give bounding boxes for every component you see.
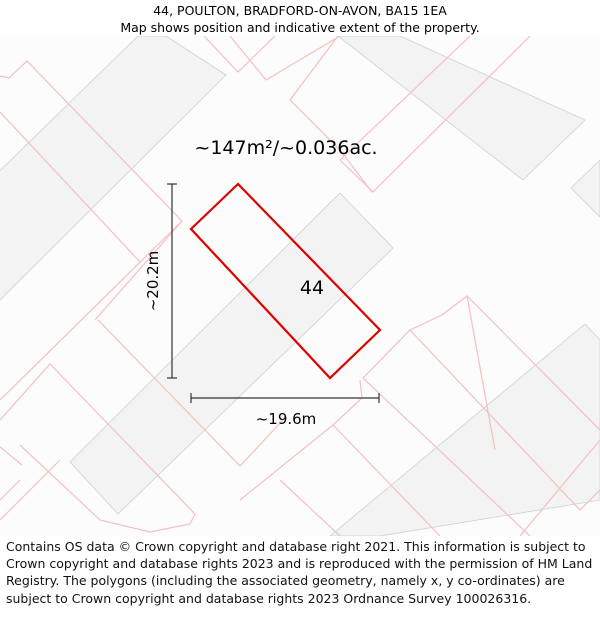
building xyxy=(337,36,586,181)
height-label: ~20.2m xyxy=(144,251,162,312)
property-map[interactable]: ~147m²/~0.036ac. 44 ~20.2m ~19.6m xyxy=(0,36,600,536)
width-dimension xyxy=(190,393,380,403)
map-subtitle: Map shows position and indicative extent… xyxy=(120,20,480,35)
width-label: ~19.6m xyxy=(256,410,317,428)
building xyxy=(570,159,600,218)
building xyxy=(69,192,394,515)
area-label: ~147m²/~0.036ac. xyxy=(194,137,377,159)
map-header: 44, POULTON, BRADFORD-ON-AVON, BA15 1EA … xyxy=(0,0,600,38)
building-footprints xyxy=(0,36,600,536)
building xyxy=(0,36,227,301)
subject-property-boundary[interactable] xyxy=(189,182,382,380)
height-dimension xyxy=(167,183,177,379)
property-address: 44, POULTON, BRADFORD-ON-AVON, BA15 1EA xyxy=(153,3,447,18)
parcel-outlines xyxy=(0,36,600,536)
building xyxy=(329,323,600,536)
copyright-attribution: Contains OS data © Crown copyright and d… xyxy=(6,539,593,606)
plot-number-label: 44 xyxy=(300,277,324,299)
